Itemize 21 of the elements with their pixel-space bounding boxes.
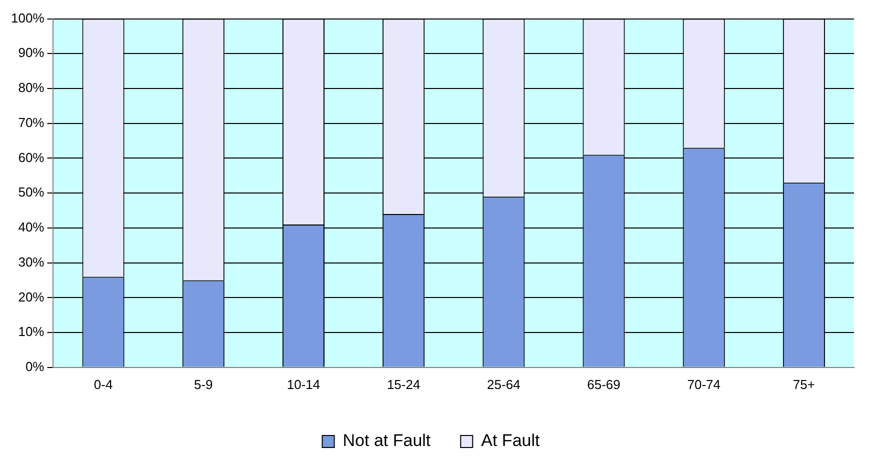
x-tick-label: 65-69 bbox=[587, 376, 620, 392]
y-tick-label: 60% bbox=[18, 150, 45, 165]
legend-label: Not at Fault bbox=[342, 431, 431, 450]
y-tick-label: 30% bbox=[18, 254, 45, 270]
y-tick-label: 80% bbox=[18, 80, 45, 96]
y-tick-label: 70% bbox=[18, 114, 45, 130]
y-tick-label: 50% bbox=[18, 184, 45, 200]
y-tick-label: 0% bbox=[25, 358, 45, 374]
x-tick-label: 15-24 bbox=[386, 376, 420, 392]
x-tick-label: 25-64 bbox=[487, 376, 520, 392]
y-tick-label: 90% bbox=[18, 45, 45, 60]
y-tick-label: 10% bbox=[18, 324, 45, 340]
y-tick-label: 40% bbox=[18, 220, 45, 235]
x-tick-label: 5-9 bbox=[194, 376, 213, 392]
legend-label: At Fault bbox=[481, 431, 540, 450]
y-tick-label: 100% bbox=[11, 10, 45, 26]
x-tick-label: 10-14 bbox=[286, 376, 320, 392]
x-tick-label: 75+ bbox=[792, 376, 815, 392]
x-tick-label: 0-4 bbox=[94, 376, 113, 392]
x-tick-label: 70-74 bbox=[687, 376, 720, 392]
y-tick-label: 20% bbox=[18, 289, 45, 304]
